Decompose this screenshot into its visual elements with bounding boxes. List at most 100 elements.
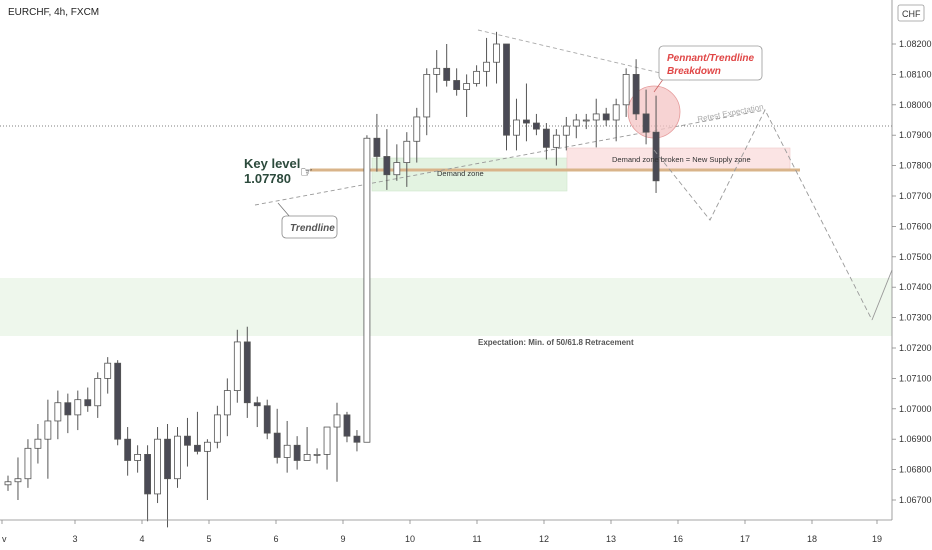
candle-body [174, 435, 181, 480]
retest-expectation-label: Retest Expectation [697, 102, 765, 124]
candle [74, 390, 82, 431]
candle-body [383, 156, 391, 176]
candle [94, 372, 102, 418]
candle-body [124, 438, 132, 461]
time-tick-label: 16 [673, 534, 683, 544]
trendline-callout [281, 215, 338, 239]
candle [64, 393, 72, 434]
candle [632, 59, 640, 120]
candle-body [154, 438, 161, 495]
candle [273, 408, 281, 464]
candle-body [552, 134, 560, 148]
candle [233, 329, 241, 403]
candle-body [14, 478, 22, 483]
candle-body [373, 137, 381, 157]
candle-body [313, 453, 321, 456]
candle [403, 132, 411, 187]
candle-body [453, 80, 461, 91]
time-tick-label: 19 [872, 534, 882, 544]
pennant-callout [658, 45, 763, 81]
candle-body [523, 119, 530, 124]
candle [323, 426, 331, 470]
candle [293, 436, 301, 470]
pennant-callout-line1: Pennant/Trendline [667, 53, 754, 64]
time-tick-label: 5 [206, 534, 211, 544]
candle [14, 457, 22, 500]
candle-body [353, 435, 361, 443]
candle [213, 405, 221, 449]
candle-body [4, 481, 12, 486]
candle-body [622, 74, 630, 106]
pennant-upper-trendline [477, 29, 691, 81]
currency-badge-box[interactable] [897, 4, 925, 22]
candle-body [493, 43, 500, 63]
candle [4, 475, 12, 491]
candle [493, 31, 500, 84]
time-tick-label: 10 [405, 534, 415, 544]
time-tick-label: 6 [273, 534, 278, 544]
candle [523, 83, 530, 142]
price-tick-label: 1.07200 [899, 343, 932, 353]
candle-body [572, 119, 580, 127]
candle [184, 417, 191, 467]
candle [602, 107, 610, 127]
candle [642, 89, 650, 145]
candle-body [423, 74, 431, 118]
projection-path [653, 109, 873, 321]
price-tick-label: 1.07300 [899, 313, 932, 323]
candle-body [223, 390, 231, 416]
candle [413, 107, 421, 163]
candle [303, 427, 311, 461]
candle [253, 396, 261, 428]
projection-arrow [871, 269, 893, 321]
candle-body [612, 104, 620, 121]
symbol-title: EURCHF, 4h, FXCM [8, 7, 99, 18]
candle-body [253, 402, 261, 407]
candle [363, 135, 371, 443]
price-tick-label: 1.07700 [899, 191, 932, 201]
candle-body [134, 453, 142, 461]
candle [443, 44, 451, 87]
time-axis: v 3 4 5 6 9 10 11 12 13 16 17 18 19 [1, 520, 882, 544]
candle [114, 360, 122, 446]
candle-body [513, 119, 520, 136]
candle-body [632, 74, 640, 115]
price-tick-label: 1.06900 [899, 434, 932, 444]
candle-body [243, 341, 251, 404]
candle-body [203, 441, 211, 452]
candle [592, 98, 600, 148]
candle-body [283, 444, 291, 458]
candle [622, 68, 630, 117]
candle-body [443, 67, 451, 81]
candle [84, 387, 92, 412]
candle-body [184, 435, 191, 446]
candle [423, 68, 431, 136]
candle [513, 98, 520, 151]
candle-body [104, 362, 112, 379]
time-tick-label: v [2, 534, 7, 544]
price-tick-label: 1.07800 [899, 161, 932, 171]
candle-body [164, 438, 171, 480]
candle [174, 427, 181, 488]
trendline-callout-pointer [277, 202, 291, 218]
candle [373, 113, 381, 172]
candle-body [403, 140, 411, 163]
candle-body [24, 447, 32, 480]
candle [333, 402, 341, 482]
candle-body [194, 444, 201, 452]
candle [503, 43, 510, 151]
candle [433, 50, 441, 93]
ascending-trendline [254, 109, 766, 206]
price-axis: 1.08200 1.08100 1.08000 1.07900 1.07800 1.077… [892, 39, 932, 505]
candle-body [582, 119, 590, 122]
candle-body [413, 116, 421, 142]
currency-badge[interactable]: CHF [902, 9, 921, 19]
candle-body [34, 438, 42, 449]
price-tick-label: 1.07600 [899, 221, 932, 231]
candle [144, 445, 151, 522]
pointing-hand-icon: ☞ [300, 163, 313, 181]
candle-body [64, 402, 72, 416]
candle-body [114, 362, 122, 440]
candle [24, 439, 32, 488]
